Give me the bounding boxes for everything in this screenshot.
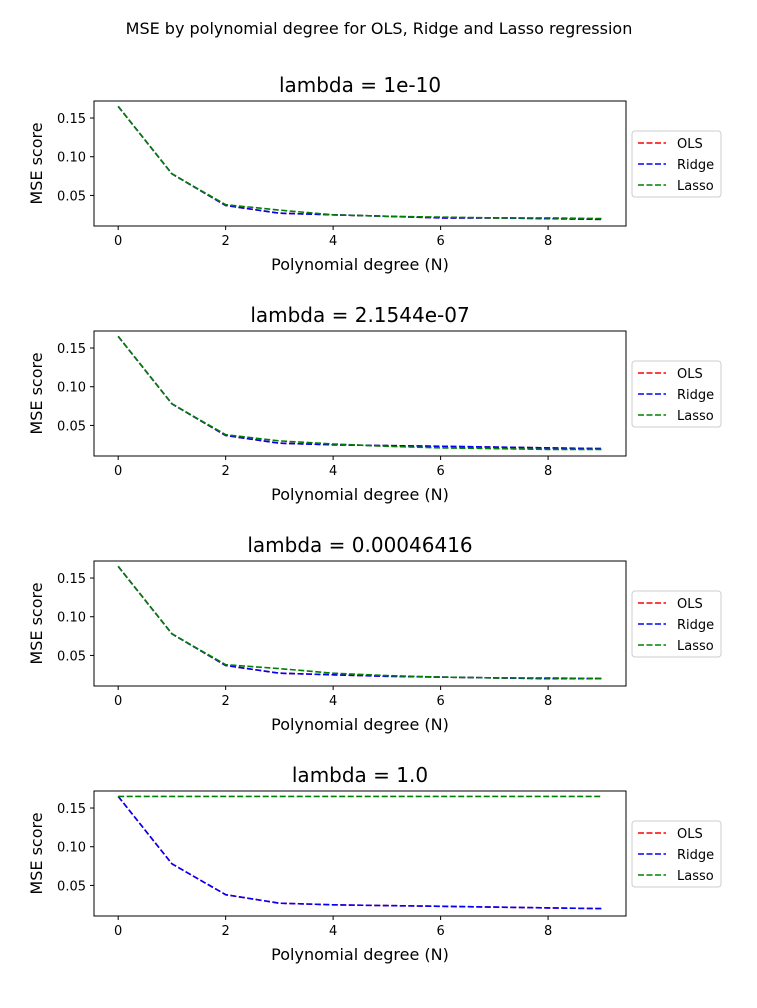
legend-label-ridge: Ridge	[677, 388, 714, 403]
x-tick-label: 4	[329, 234, 337, 249]
plot-frame	[93, 330, 627, 457]
x-tick-label: 0	[114, 924, 122, 939]
legend: OLS Ridge Lasso	[631, 820, 722, 888]
x-tick-label: 2	[222, 694, 230, 709]
legend-label-ols: OLS	[677, 137, 703, 152]
y-tick-label: 0.10	[57, 381, 86, 396]
x-tick-label: 2	[222, 924, 230, 939]
legend-label-ridge: Ridge	[677, 158, 714, 173]
subplot-2: lambda = 2.1544e-07 0 2 4 6 8 0.05 0.10 0.15 Poly…	[27, 303, 722, 504]
legend-box	[631, 360, 722, 428]
y-tick-label: 0.10	[57, 841, 86, 856]
y-axis-label: MSE score	[27, 582, 46, 664]
series-line-lasso	[117, 565, 602, 680]
legend-label-ols: OLS	[677, 827, 703, 842]
x-tick-label: 0	[114, 464, 122, 479]
x-axis-label: Polynomial degree (N)	[271, 485, 449, 504]
x-tick-label: 8	[544, 464, 552, 479]
legend-box	[631, 130, 722, 198]
legend: OLS Ridge Lasso	[631, 590, 722, 658]
x-tick-label: 4	[329, 694, 337, 709]
legend-label-ols: OLS	[677, 597, 703, 612]
series-lines	[117, 565, 602, 680]
x-tick-label: 4	[329, 464, 337, 479]
x-tick-label: 0	[114, 234, 122, 249]
y-tick-label: 0.05	[57, 879, 86, 894]
x-axis-label: Polynomial degree (N)	[271, 255, 449, 274]
legend-label-lasso: Lasso	[677, 179, 714, 194]
x-tick-label: 8	[544, 234, 552, 249]
y-tick-label: 0.05	[57, 649, 86, 664]
y-axis-label: MSE score	[27, 812, 46, 894]
y-tick-label: 0.05	[57, 189, 86, 204]
y-axis-label: MSE score	[27, 122, 46, 204]
plot-frame	[93, 790, 627, 917]
y-tick-label: 0.10	[57, 611, 86, 626]
series-lines	[117, 795, 602, 910]
y-tick-label: 0.15	[57, 342, 86, 357]
legend-label-ridge: Ridge	[677, 848, 714, 863]
legend-box	[631, 590, 722, 658]
x-tick-label: 2	[222, 464, 230, 479]
subplot-4: lambda = 1.0 0 2 4 6 8 0.05 0.10 0.15 Polynomial …	[27, 763, 722, 964]
plot-frame	[93, 100, 627, 227]
legend-label-ols: OLS	[677, 367, 703, 382]
x-tick-label: 2	[222, 234, 230, 249]
x-tick-label: 8	[544, 694, 552, 709]
legend: OLS Ridge Lasso	[631, 360, 722, 428]
series-lines	[117, 105, 602, 221]
series-line-lasso	[117, 335, 602, 451]
subplot-3: lambda = 0.00046416 0 2 4 6 8 0.05 0.10 0.15 Poly…	[27, 533, 722, 734]
y-tick-label: 0.05	[57, 419, 86, 434]
subplot-title: lambda = 2.1544e-07	[250, 303, 469, 327]
x-tick-label: 8	[544, 924, 552, 939]
y-tick-label: 0.15	[57, 112, 86, 127]
series-line-lasso	[117, 105, 602, 220]
x-tick-label: 6	[436, 234, 444, 249]
x-axis-label: Polynomial degree (N)	[271, 715, 449, 734]
plot-frame	[93, 560, 627, 687]
x-tick-label: 4	[329, 924, 337, 939]
series-line-ridge	[117, 795, 602, 910]
subplot-title: lambda = 1e-10	[279, 73, 441, 97]
subplot-title: lambda = 0.00046416	[247, 533, 472, 557]
subplots: lambda = 1e-10 0 2 4 6 8 0.05 0.10 0.15 Polynomia…	[27, 73, 722, 964]
y-tick-label: 0.15	[57, 802, 86, 817]
x-tick-label: 0	[114, 694, 122, 709]
legend-label-ridge: Ridge	[677, 618, 714, 633]
legend: OLS Ridge Lasso	[631, 130, 722, 198]
legend-label-lasso: Lasso	[677, 409, 714, 424]
y-tick-label: 0.15	[57, 572, 86, 587]
x-tick-label: 6	[436, 924, 444, 939]
y-tick-label: 0.10	[57, 151, 86, 166]
legend-box	[631, 820, 722, 888]
y-axis-label: MSE score	[27, 352, 46, 434]
subplot-1: lambda = 1e-10 0 2 4 6 8 0.05 0.10 0.15 Polynomia…	[27, 73, 722, 274]
legend-label-lasso: Lasso	[677, 869, 714, 884]
x-axis-label: Polynomial degree (N)	[271, 945, 449, 964]
figure-suptitle: MSE by polynomial degree for OLS, Ridge …	[126, 19, 633, 38]
subplot-title: lambda = 1.0	[292, 763, 428, 787]
legend-label-lasso: Lasso	[677, 639, 714, 654]
series-lines	[117, 335, 602, 451]
x-tick-label: 6	[436, 464, 444, 479]
x-tick-label: 6	[436, 694, 444, 709]
